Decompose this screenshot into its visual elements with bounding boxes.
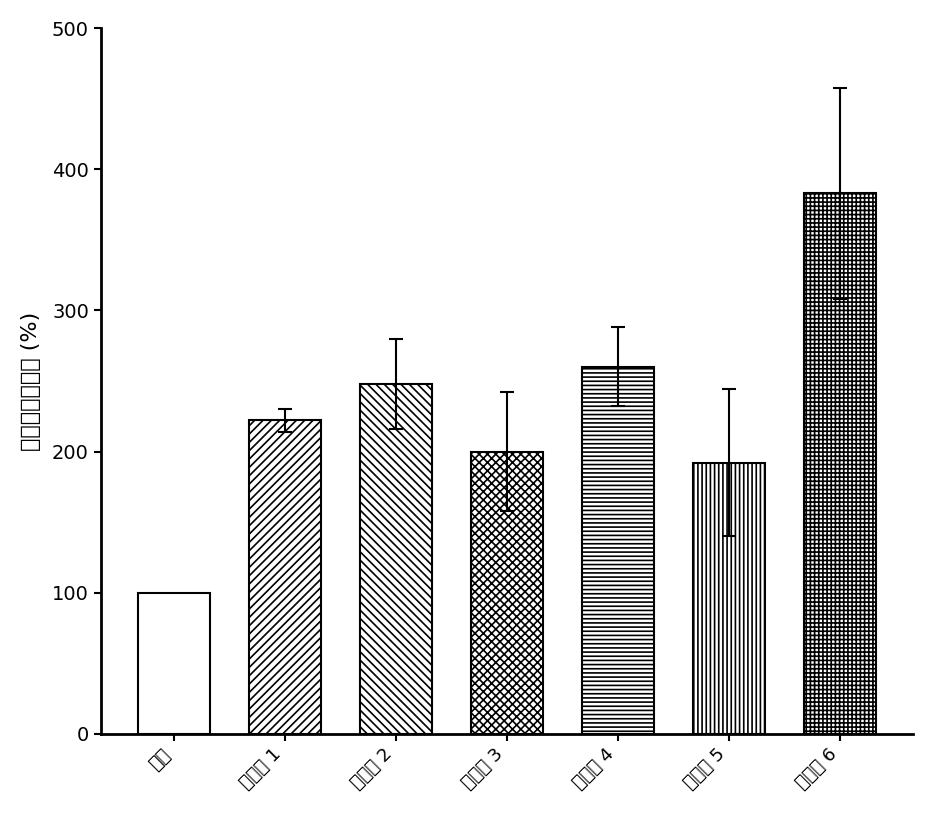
Bar — [804, 194, 876, 733]
Y-axis label: 累积渗透百分率 (%): 累积渗透百分率 (%) — [21, 312, 41, 451]
Bar — [360, 384, 432, 733]
Bar — [248, 421, 321, 733]
Bar — [137, 593, 210, 733]
Bar — [693, 463, 765, 733]
Bar — [471, 452, 543, 733]
Bar — [582, 367, 654, 733]
